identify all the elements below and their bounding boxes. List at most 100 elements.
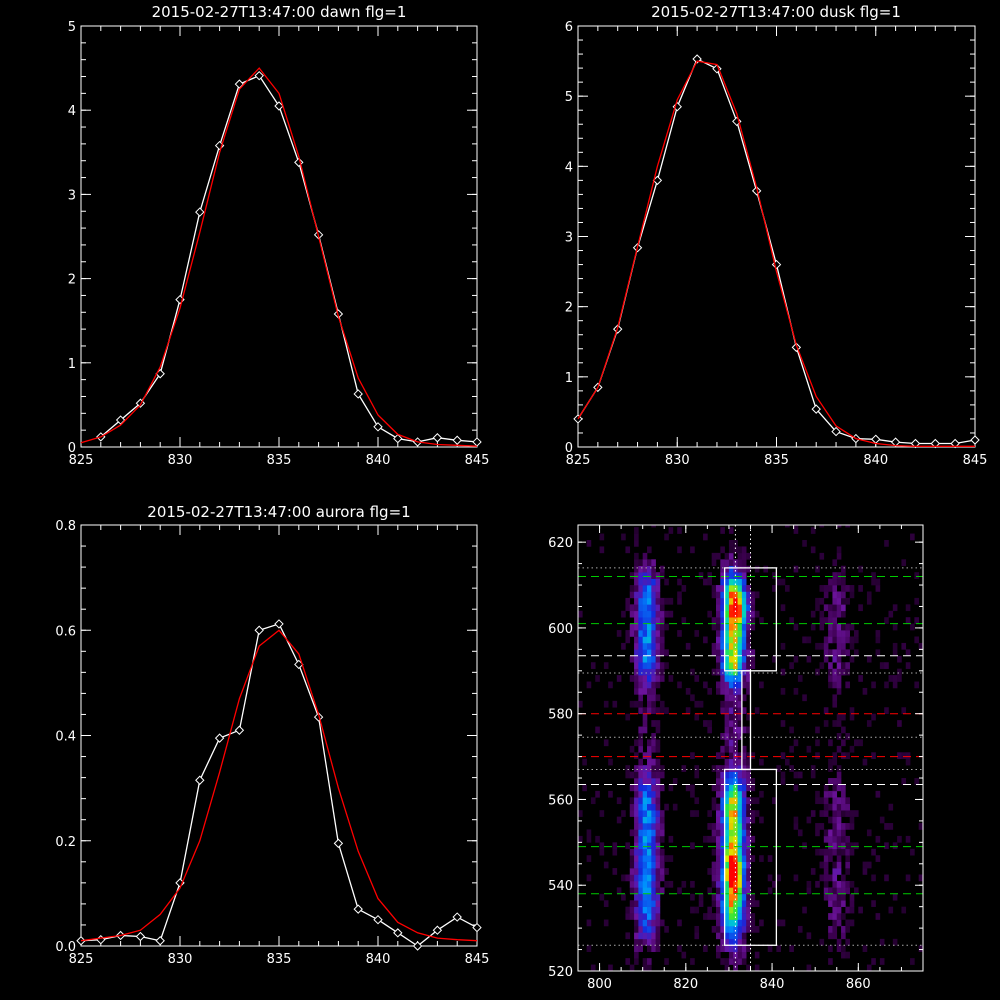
heatmap-cell — [845, 597, 850, 605]
dusk-y-tick-label: 3 — [565, 231, 573, 246]
heatmap-cell — [707, 823, 712, 830]
heatmap-cell — [866, 829, 872, 837]
heatmap-cell — [741, 855, 747, 862]
heatmap-cell — [780, 604, 786, 612]
heatmap-cell — [728, 700, 734, 708]
heatmap-cell — [655, 720, 661, 727]
heatmap-cell — [720, 578, 725, 586]
heatmap-cell — [638, 649, 643, 657]
heatmap-cell — [651, 861, 656, 869]
heatmap-cell — [733, 848, 738, 856]
heatmap-cell — [828, 925, 833, 933]
heatmap-cell — [750, 816, 756, 824]
heatmap-cell — [647, 591, 652, 599]
heatmap-cell — [832, 823, 838, 830]
heatmap-cell — [720, 861, 725, 869]
heatmap-cell — [733, 913, 738, 920]
heatmap-cell — [629, 810, 635, 817]
heatmap-y-tick-label: 540 — [548, 879, 573, 894]
heatmap-cell — [634, 675, 639, 682]
heatmap-cell — [659, 835, 665, 843]
heatmap-cell — [841, 642, 846, 650]
heatmap-cell — [737, 687, 743, 695]
heatmap-cell — [728, 803, 734, 811]
heatmap-cell — [737, 752, 743, 760]
heatmap-cell — [655, 803, 661, 811]
heatmap-cell — [841, 823, 846, 830]
heatmap-cell — [642, 958, 648, 965]
heatmap-cell — [720, 906, 725, 914]
dawn-data-point — [195, 207, 205, 217]
heatmap-cell — [828, 790, 833, 798]
heatmap-cell — [634, 951, 639, 959]
dusk-data-point — [811, 404, 821, 414]
heatmap-cell — [638, 578, 643, 586]
heatmap-cell — [724, 585, 730, 592]
heatmap-cell — [737, 552, 743, 560]
heatmap-cell — [642, 572, 648, 579]
heatmap-cell — [754, 925, 760, 933]
heatmap-cell — [638, 938, 643, 946]
heatmap-cell — [634, 790, 639, 798]
heatmap-cell — [651, 848, 656, 856]
heatmap-cell — [845, 525, 850, 528]
heatmap-cell — [694, 932, 700, 940]
heatmap-cell — [772, 655, 777, 663]
heatmap-cell — [720, 668, 725, 676]
heatmap-cell — [776, 874, 781, 882]
heatmap-cell — [793, 527, 799, 534]
heatmap-cell — [685, 687, 691, 695]
heatmap-cell — [651, 906, 656, 914]
heatmap-cell — [647, 610, 652, 618]
heatmap-cell — [724, 829, 730, 837]
heatmap-cell — [897, 752, 902, 760]
heatmap-cell — [841, 565, 846, 573]
heatmap-cell — [819, 810, 825, 817]
heatmap-cell — [737, 951, 743, 959]
heatmap-cell — [841, 668, 846, 676]
heatmap-cell — [832, 816, 838, 824]
heatmap-cell — [841, 945, 846, 953]
heatmap-cell — [634, 617, 639, 624]
heatmap-cell — [728, 726, 734, 734]
heatmap-cell — [724, 868, 730, 875]
heatmap-cell — [849, 842, 855, 850]
heatmap-cell — [733, 668, 738, 676]
heatmap-cell — [634, 925, 639, 933]
heatmap-cell — [892, 842, 898, 850]
heatmap-cell — [716, 655, 721, 663]
heatmap-cell — [728, 642, 734, 650]
heatmap-cell — [737, 880, 743, 888]
heatmap-cell — [647, 835, 652, 843]
heatmap-cell — [647, 784, 652, 792]
heatmap-cell — [651, 565, 656, 573]
heatmap-cell — [780, 771, 786, 779]
heatmap-cell — [841, 913, 846, 920]
heatmap-cell — [845, 906, 850, 914]
heatmap-cell — [728, 945, 734, 953]
heatmap-cell — [754, 797, 760, 805]
heatmap-cell — [832, 700, 838, 708]
heatmap-cell — [634, 630, 639, 637]
aurora-data-point — [195, 775, 205, 785]
heatmap-cell — [634, 835, 639, 843]
heatmap-cell — [815, 829, 820, 837]
heatmap-cell — [724, 835, 730, 843]
heatmap-cell — [724, 726, 730, 734]
heatmap-cell — [638, 816, 643, 824]
heatmap-cell — [642, 642, 648, 650]
heatmap-cell — [651, 900, 656, 907]
heatmap-cell — [741, 758, 747, 766]
heatmap-cell — [828, 932, 833, 940]
heatmap-cell — [668, 597, 674, 605]
heatmap-cell — [841, 752, 846, 760]
heatmap-cell — [918, 874, 924, 882]
heatmap-cell — [677, 546, 682, 554]
heatmap-cell — [733, 546, 738, 554]
heatmap-cell — [634, 803, 639, 811]
heatmap-cell — [638, 906, 643, 914]
heatmap-cell — [858, 604, 863, 612]
aurora-data-point — [234, 725, 245, 735]
heatmap-cell — [849, 636, 855, 644]
heatmap-cell — [728, 591, 734, 599]
